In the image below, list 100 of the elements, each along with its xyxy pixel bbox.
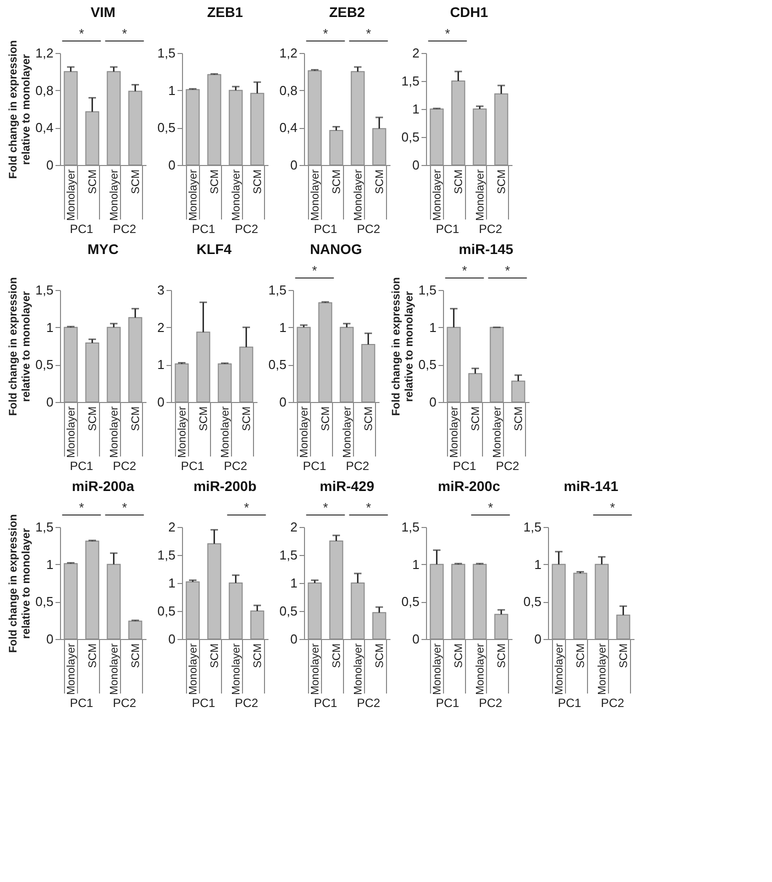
x-tick-label: SCM (320, 406, 332, 431)
x-tick-label: Monolayer (108, 169, 120, 221)
x-tick-label: Monolayer (341, 406, 354, 458)
text: * (322, 26, 328, 41)
x-tick-label: Monolayer (491, 406, 504, 458)
y-tick-label: 1 (534, 556, 542, 572)
y-tick-label: 0,5 (401, 594, 420, 610)
chart-title: NANOG (310, 241, 362, 257)
x-tick-label: Monolayer (187, 643, 200, 695)
x-tick-label: SCM (252, 170, 264, 194)
text: PC1 (314, 222, 338, 236)
x-tick-label: SCM (208, 644, 221, 668)
y-tick-label: 1 (157, 357, 164, 372)
text: * (366, 26, 372, 41)
y-tick-label: 1,2 (35, 46, 54, 60)
x-tick-label: Monolayer (108, 643, 120, 695)
x-tick-label: SCM (198, 406, 210, 431)
text: * (122, 26, 128, 41)
y-tick-label: 1 (168, 82, 176, 98)
y-tick-label: 2 (168, 520, 176, 534)
x-tick-label: Monolayer (187, 169, 200, 221)
text: * (322, 500, 328, 515)
y-tick-label: 1,5 (401, 520, 420, 534)
y-tick-label: 1,5 (401, 74, 420, 88)
text: PC1 (452, 459, 476, 473)
text: PC1 (70, 222, 94, 236)
text: * (244, 500, 250, 515)
text: PC2 (478, 222, 502, 236)
x-tick-label: SCM (374, 644, 386, 668)
text: * (444, 26, 450, 41)
y-tick-label: 3 (157, 282, 164, 298)
text: PC2 (112, 222, 136, 236)
y-tick-label: 1 (290, 576, 298, 590)
text: PC2 (496, 459, 520, 473)
y-tick-label: 1 (412, 556, 420, 572)
x-tick-label: SCM (130, 406, 142, 431)
x-tick-label: SCM (330, 170, 343, 194)
x-tick-label: Monolayer (230, 643, 242, 695)
text: * (78, 26, 84, 41)
x-tick-label: Monolayer (474, 169, 486, 221)
x-tick-label: SCM (618, 644, 630, 668)
text: PC2 (234, 222, 258, 236)
text: PC2 (356, 696, 380, 710)
y-tick-label: 1 (429, 320, 436, 335)
text: PC1 (436, 222, 460, 236)
x-tick-label: SCM (362, 406, 375, 431)
y-tick-label: 1 (412, 102, 420, 116)
x-tick-label: Monolayer (596, 643, 608, 695)
y-tick-label: 0,4 (35, 120, 54, 136)
y-tick-label: 2 (290, 520, 298, 534)
y-axis-title: Fold change in expression relative to monolayer (7, 40, 32, 179)
text: * (122, 500, 128, 515)
y-tick-label: 0,5 (157, 120, 176, 136)
y-tick-label: 0 (290, 632, 298, 646)
text: * (312, 263, 318, 278)
y-tick-label: 0,5 (418, 357, 436, 372)
y-tick-label: 0,5 (279, 604, 298, 618)
chart-title: miR-141 (564, 478, 618, 494)
y-tick-label: 0 (290, 158, 298, 172)
x-tick-label: Monolayer (108, 406, 120, 458)
chart-title: miR-200a (72, 478, 134, 494)
y-tick-label: 0,8 (279, 82, 298, 98)
x-tick-label: SCM (130, 170, 142, 194)
x-tick-label: SCM (252, 644, 264, 668)
y-axis-title: Fold change in expression relative to monolayer (7, 514, 32, 653)
text: PC2 (356, 222, 380, 236)
x-tick-label: SCM (130, 644, 142, 668)
text: PC1 (558, 696, 582, 710)
y-tick-label: 0 (429, 394, 436, 410)
text: PC1 (180, 459, 204, 473)
chart-title: miR-145 (458, 241, 514, 257)
text: PC2 (478, 696, 502, 710)
x-tick-label: Monolayer (176, 406, 188, 458)
x-tick-label: SCM (86, 644, 99, 668)
text: PC2 (112, 696, 136, 710)
text: * (78, 500, 84, 515)
y-tick-label: 1,5 (157, 548, 176, 562)
y-tick-label: 0,5 (157, 604, 176, 618)
x-tick-label: SCM (452, 644, 465, 668)
y-tick-label: 0,5 (35, 594, 54, 610)
y-tick-label: 1,5 (523, 520, 542, 534)
x-tick-label: SCM (512, 406, 525, 431)
x-tick-label: SCM (240, 406, 253, 431)
y-tick-label: 1 (46, 320, 54, 335)
y-tick-label: 0 (412, 158, 420, 172)
y-tick-label: 1 (279, 320, 286, 335)
x-tick-label: Monolayer (431, 643, 444, 695)
text: * (366, 500, 372, 515)
text: PC2 (234, 696, 258, 710)
text: * (488, 500, 494, 515)
text: * (504, 263, 510, 278)
x-tick-label: Monolayer (219, 406, 232, 458)
y-tick-label: 0,5 (401, 130, 420, 144)
x-tick-label: SCM (470, 406, 482, 431)
y-tick-label: 0 (46, 394, 54, 410)
text: * (610, 500, 616, 515)
x-tick-label: Monolayer (65, 406, 78, 458)
x-tick-label: Monolayer (474, 643, 486, 695)
y-tick-label: 1 (168, 576, 176, 590)
y-axis-title: Fold change in expression relative to monolayer (7, 276, 32, 416)
